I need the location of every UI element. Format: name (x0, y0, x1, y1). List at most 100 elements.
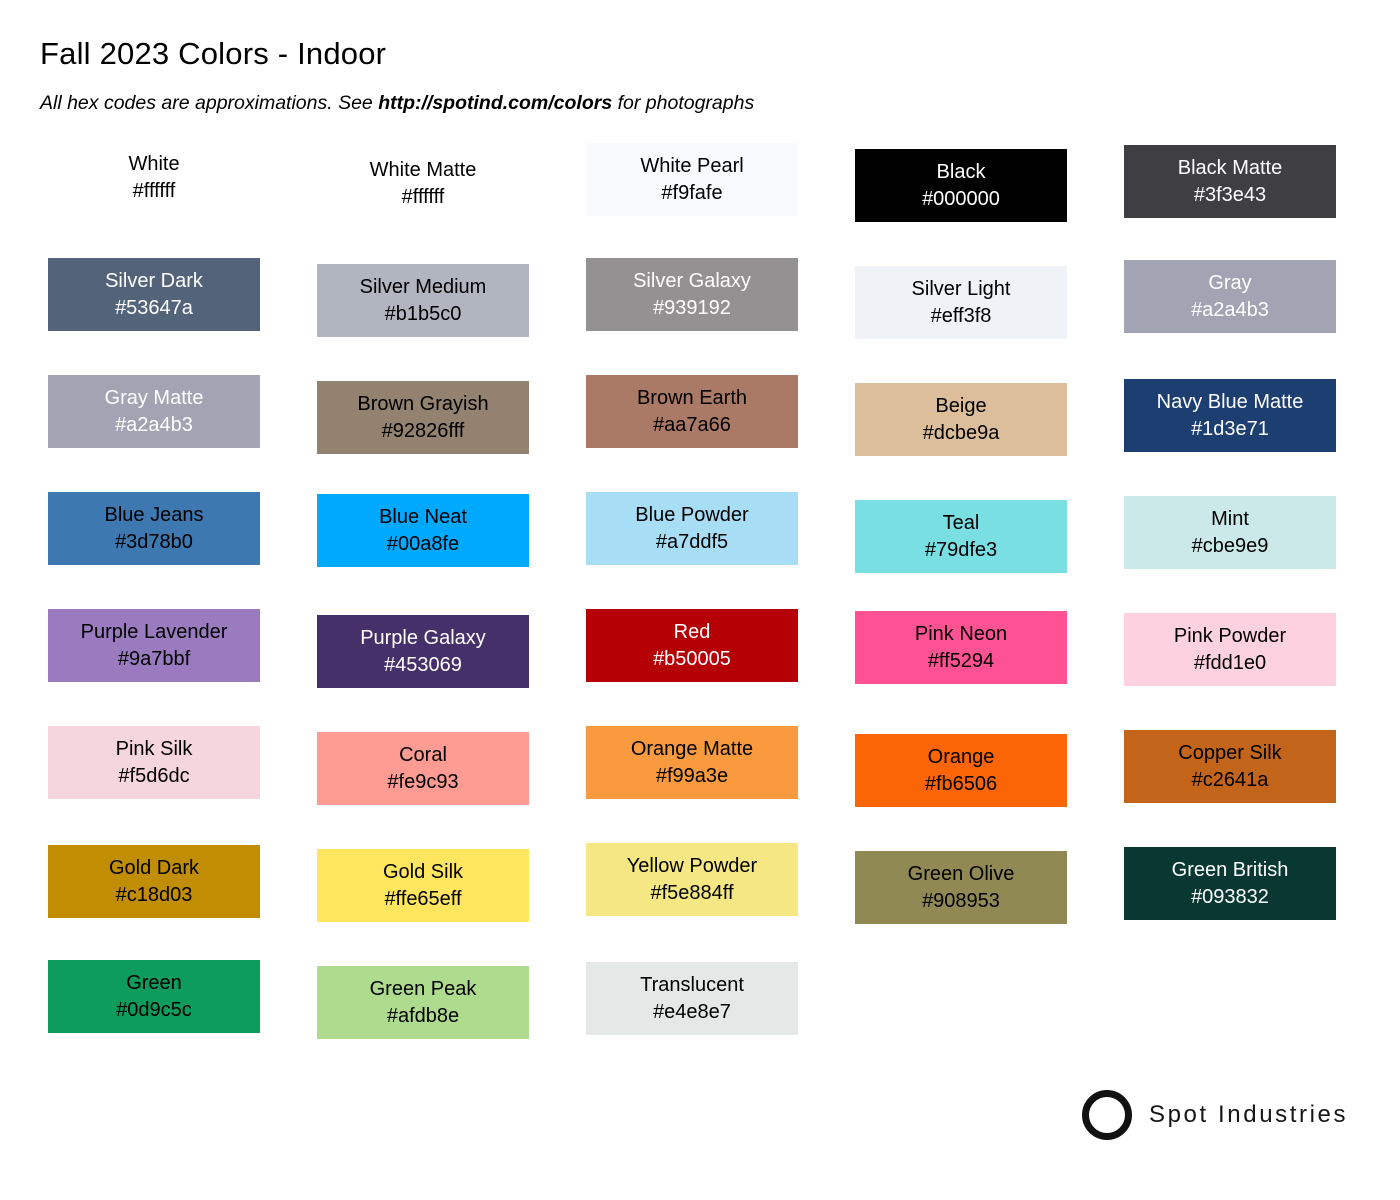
swatch-hex: #908953 (922, 889, 1000, 912)
swatch-silver-galaxy: Silver Galaxy #939192 (586, 258, 798, 331)
swatch-hex: #b1b5c0 (384, 302, 462, 325)
swatch-name: Gray (1208, 271, 1252, 294)
swatch-purple-galaxy: Purple Galaxy #453069 (317, 615, 529, 688)
swatch-hex: #3f3e43 (1193, 183, 1267, 206)
swatch-name: Purple Galaxy (360, 626, 486, 649)
swatch-name: Silver Galaxy (633, 269, 751, 292)
swatch-hex: #ffe65eff (384, 887, 462, 910)
swatch-teal: Teal #79dfe3 (855, 500, 1067, 573)
subtitle-suffix-text: for photographs (612, 92, 755, 114)
swatch-black-matte: Black Matte #3f3e43 (1124, 145, 1336, 218)
swatch-pink-neon: Pink Neon #ff5294 (855, 611, 1067, 684)
swatch-hex: #a2a4b3 (1191, 298, 1269, 321)
swatch-name: Blue Jeans (104, 503, 204, 526)
swatch-hex: #afdb8e (386, 1004, 460, 1027)
swatch-name: Translucent (640, 973, 744, 996)
swatch-hex: #ffffff (132, 179, 176, 202)
swatch-gray: Gray #a2a4b3 (1124, 260, 1336, 333)
brand-logo: Spot Industries (1082, 1090, 1348, 1140)
swatch-hex: #0d9c5c (116, 998, 192, 1021)
swatch-hex: #00a8fe (386, 532, 460, 555)
swatch-hex: #c2641a (1191, 768, 1269, 791)
swatch-name: Black (936, 160, 986, 183)
swatch-name: Silver Light (911, 277, 1011, 300)
swatch-grid: White #ffffff White Matte #ffffff White … (48, 141, 1338, 1039)
swatch-name: Blue Powder (635, 503, 749, 526)
swatch-name: Orange Matte (630, 737, 754, 760)
swatch-name: Pink Powder (1173, 624, 1287, 647)
swatch-name: Pink Neon (914, 622, 1008, 645)
swatch-name: White (128, 152, 180, 175)
swatch-name: Green Olive (907, 862, 1015, 885)
swatch-hex: #fdd1e0 (1193, 651, 1267, 674)
swatch-hex: #f5e884ff (650, 881, 734, 904)
swatch-name: Green (126, 971, 182, 994)
swatch-gray-matte: Gray Matte #a2a4b3 (48, 375, 260, 448)
swatch-hex: #093832 (1191, 885, 1269, 908)
swatch-coral: Coral #fe9c93 (317, 732, 529, 805)
swatch-green-olive: Green Olive #908953 (855, 851, 1067, 924)
swatch-name: Purple Lavender (80, 620, 228, 643)
swatch-pink-powder: Pink Powder #fdd1e0 (1124, 613, 1336, 686)
swatch-hex: #dcbe9a (922, 421, 1000, 444)
swatch-hex: #a2a4b3 (115, 413, 193, 436)
swatch-navy-blue-matte: Navy Blue Matte #1d3e71 (1124, 379, 1336, 452)
swatch-green-peak: Green Peak #afdb8e (317, 966, 529, 1039)
swatch-name: Green Peak (369, 977, 477, 1000)
swatch-green: Green #0d9c5c (48, 960, 260, 1033)
swatch-hex: #c18d03 (115, 883, 193, 906)
swatch-hex: #9a7bbf (117, 647, 191, 670)
swatch-blue-jeans: Blue Jeans #3d78b0 (48, 492, 260, 565)
swatch-purple-lavender: Purple Lavender #9a7bbf (48, 609, 260, 682)
swatch-hex: #aa7a66 (653, 413, 731, 436)
swatch-name: Navy Blue Matte (1156, 390, 1304, 413)
swatch-black: Black #000000 (855, 149, 1067, 222)
swatch-hex: #79dfe3 (924, 538, 998, 561)
swatch-hex: #fe9c93 (387, 770, 459, 793)
swatch-name: Yellow Powder (626, 854, 758, 877)
swatch-gold-silk: Gold Silk #ffe65eff (317, 849, 529, 922)
swatch-silver-medium: Silver Medium #b1b5c0 (317, 264, 529, 337)
swatch-hex: #cbe9e9 (1191, 534, 1269, 557)
swatch-white-matte: White Matte #ffffff (317, 147, 529, 220)
page-title: Fall 2023 Colors - Indoor (40, 36, 387, 71)
swatch-pink-silk: Pink Silk #f5d6dc (48, 726, 260, 799)
swatch-brown-earth: Brown Earth #aa7a66 (586, 375, 798, 448)
swatch-brown-grayish: Brown Grayish #92826fff (317, 381, 529, 454)
swatch-name: Teal (942, 511, 980, 534)
swatch-red: Red #b50005 (586, 609, 798, 682)
swatch-yellow-powder: Yellow Powder #f5e884ff (586, 843, 798, 916)
swatch-name: Copper Silk (1178, 741, 1282, 764)
swatch-hex: #000000 (922, 187, 1000, 210)
swatch-hex: #1d3e71 (1191, 417, 1269, 440)
swatch-silver-dark: Silver Dark #53647a (48, 258, 260, 331)
swatch-name: Coral (399, 743, 447, 766)
swatch-hex: #f5d6dc (118, 764, 190, 787)
swatch-hex: #453069 (384, 653, 462, 676)
swatch-blue-neat: Blue Neat #00a8fe (317, 494, 529, 567)
swatch-hex: #fb6506 (924, 772, 998, 795)
swatch-hex: #939192 (653, 296, 731, 319)
circle-outline-icon (1082, 1090, 1132, 1140)
swatch-beige: Beige #dcbe9a (855, 383, 1067, 456)
swatch-hex: #ff5294 (927, 649, 995, 672)
swatch-name: Gold Silk (382, 860, 464, 883)
swatch-hex: #e4e8e7 (653, 1000, 731, 1023)
swatch-name: Pink Silk (115, 737, 193, 760)
swatch-hex: #ffffff (401, 185, 445, 208)
swatch-name: Gold Dark (108, 856, 200, 879)
subtitle-text: All hex codes are approximations. See (40, 92, 379, 114)
page-subtitle: All hex codes are approximations. See ht… (40, 92, 754, 115)
swatch-hex: #f99a3e (655, 764, 729, 787)
swatch-hex: #eff3f8 (930, 304, 992, 327)
swatch-hex: #a7ddf5 (655, 530, 729, 553)
swatch-mint: Mint #cbe9e9 (1124, 496, 1336, 569)
swatch-orange: Orange #fb6506 (855, 734, 1067, 807)
swatch-name: Black Matte (1177, 156, 1283, 179)
swatch-hex: #b50005 (653, 647, 731, 670)
brand-name: Spot Industries (1149, 1101, 1349, 1128)
swatch-name: Mint (1211, 507, 1249, 530)
swatch-translucent: Translucent #e4e8e7 (586, 962, 798, 1035)
swatch-name: Beige (935, 394, 987, 417)
